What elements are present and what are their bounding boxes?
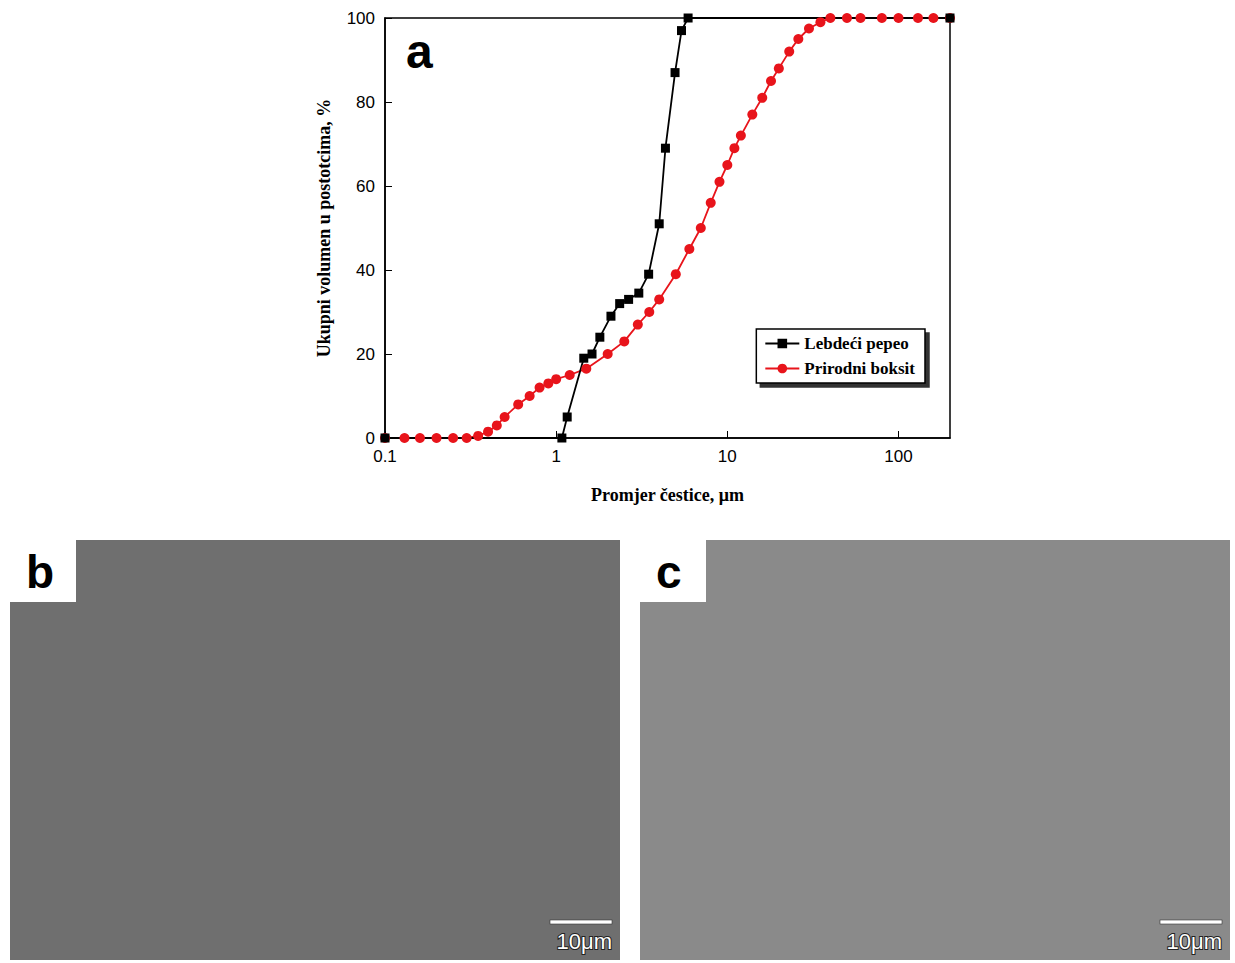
svg-text:20: 20 [356, 345, 375, 364]
svg-text:10: 10 [718, 447, 737, 466]
svg-text:c: c [656, 546, 682, 598]
svg-text:100: 100 [884, 447, 912, 466]
svg-text:Ukupni volumen u postotcima, %: Ukupni volumen u postotcima, % [314, 99, 334, 358]
svg-text:10μm: 10μm [1167, 929, 1222, 954]
svg-text:100: 100 [347, 9, 375, 28]
svg-text:80: 80 [356, 93, 375, 112]
svg-text:10μm: 10μm [557, 929, 612, 954]
svg-text:Lebdeći pepeo: Lebdeći pepeo [804, 334, 908, 353]
svg-text:0.1: 0.1 [373, 447, 397, 466]
svg-text:60: 60 [356, 177, 375, 196]
svg-text:Prirodni boksit: Prirodni boksit [804, 359, 915, 378]
svg-text:0: 0 [366, 429, 375, 448]
svg-text:1: 1 [551, 447, 560, 466]
svg-text:b: b [26, 546, 54, 598]
svg-text:40: 40 [356, 261, 375, 280]
svg-text:Promjer čestice, μm: Promjer čestice, μm [591, 485, 744, 505]
svg-text:a: a [406, 25, 433, 78]
